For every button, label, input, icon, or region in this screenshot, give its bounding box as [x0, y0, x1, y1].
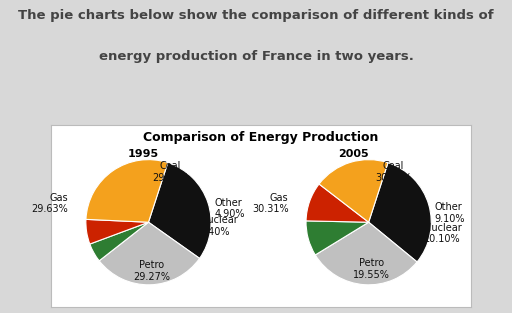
- Wedge shape: [369, 163, 431, 262]
- Text: energy production of France in two years.: energy production of France in two years…: [99, 50, 413, 63]
- Text: Other
9.10%: Other 9.10%: [434, 202, 465, 224]
- Text: The pie charts below show the comparison of different kinds of: The pie charts below show the comparison…: [18, 9, 494, 23]
- Wedge shape: [99, 222, 200, 285]
- Wedge shape: [86, 160, 168, 222]
- Text: Coal
30.93%: Coal 30.93%: [375, 161, 412, 183]
- Wedge shape: [148, 163, 211, 259]
- Text: Comparison of Energy Production: Comparison of Energy Production: [143, 131, 379, 144]
- Text: Nuclear
6.40%: Nuclear 6.40%: [200, 215, 238, 237]
- Wedge shape: [90, 222, 148, 261]
- Text: Nuclear
10.10%: Nuclear 10.10%: [424, 223, 461, 244]
- Text: 2005: 2005: [338, 149, 369, 159]
- Text: Petro
19.55%: Petro 19.55%: [353, 258, 390, 280]
- Wedge shape: [319, 160, 388, 222]
- Text: Coal
29.80%: Coal 29.80%: [152, 161, 189, 183]
- Wedge shape: [86, 219, 148, 244]
- Text: Other
4.90%: Other 4.90%: [214, 198, 245, 219]
- Wedge shape: [306, 221, 369, 255]
- Text: Petro
29.27%: Petro 29.27%: [133, 260, 170, 282]
- Text: Gas
30.31%: Gas 30.31%: [252, 192, 289, 214]
- Wedge shape: [315, 222, 417, 285]
- Text: 1995: 1995: [128, 149, 159, 159]
- Text: Gas
29.63%: Gas 29.63%: [32, 192, 68, 214]
- Wedge shape: [306, 184, 369, 222]
